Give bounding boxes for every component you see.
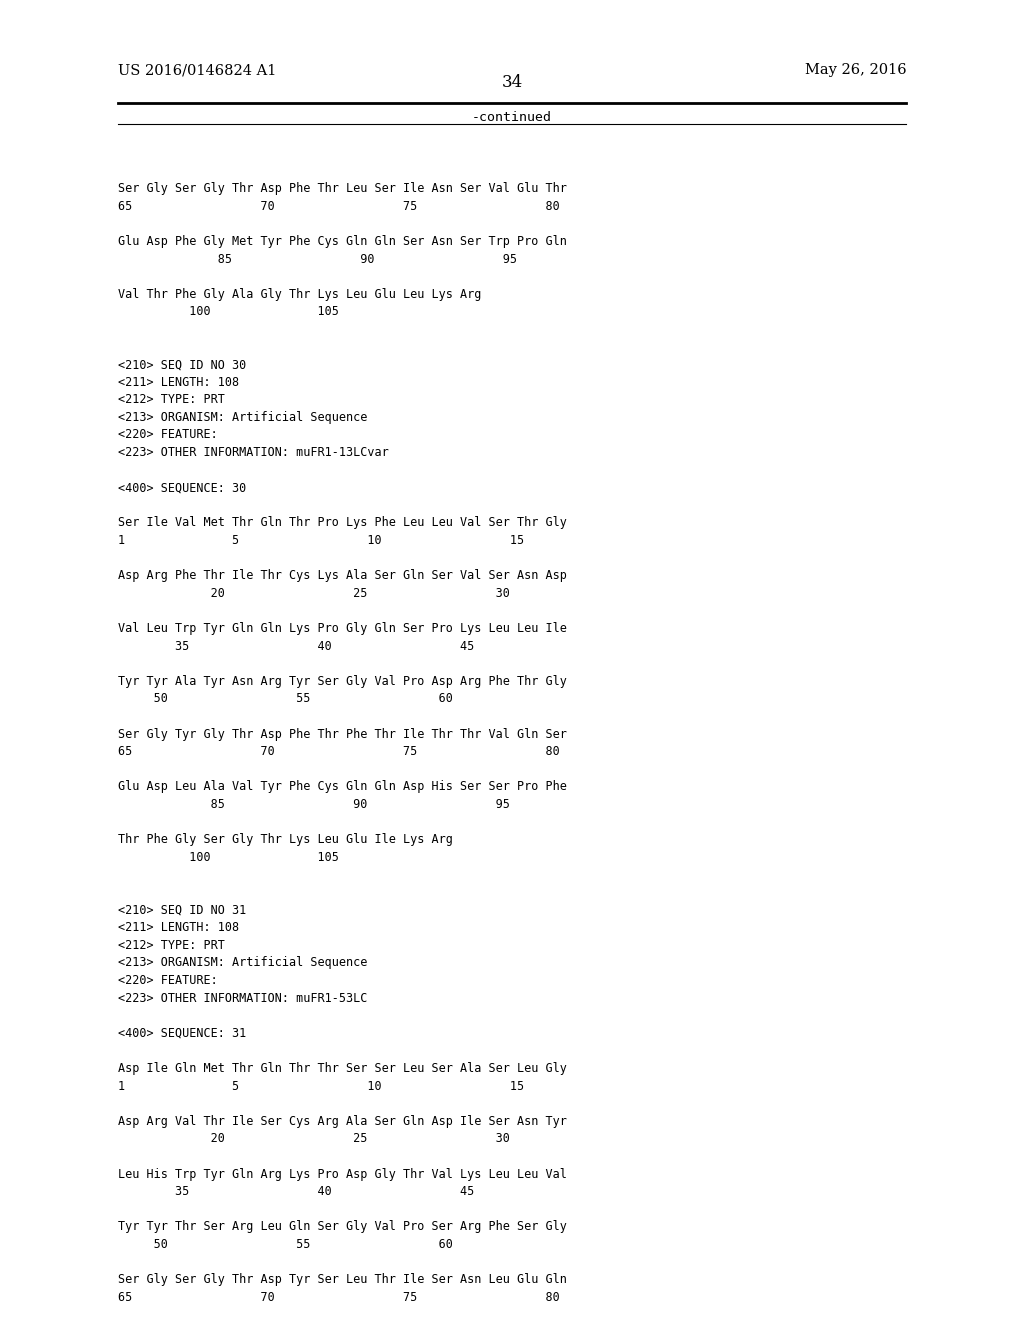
Text: -continued: -continued xyxy=(472,111,552,124)
Text: <220> FEATURE:: <220> FEATURE: xyxy=(118,429,217,441)
Text: Ser Ile Val Met Thr Gln Thr Pro Lys Phe Leu Leu Val Ser Thr Gly: Ser Ile Val Met Thr Gln Thr Pro Lys Phe … xyxy=(118,516,566,529)
Text: 85                  90                  95: 85 90 95 xyxy=(118,252,517,265)
Text: <212> TYPE: PRT: <212> TYPE: PRT xyxy=(118,393,224,407)
Text: <211> LENGTH: 108: <211> LENGTH: 108 xyxy=(118,376,239,388)
Text: <220> FEATURE:: <220> FEATURE: xyxy=(118,974,217,987)
Text: 50                  55                  60: 50 55 60 xyxy=(118,693,453,705)
Text: 20                  25                  30: 20 25 30 xyxy=(118,1133,510,1146)
Text: Glu Asp Phe Gly Met Tyr Phe Cys Gln Gln Ser Asn Ser Trp Pro Gln: Glu Asp Phe Gly Met Tyr Phe Cys Gln Gln … xyxy=(118,235,566,248)
Text: 85                  90                  95: 85 90 95 xyxy=(118,799,510,810)
Text: <400> SEQUENCE: 30: <400> SEQUENCE: 30 xyxy=(118,482,246,494)
Text: US 2016/0146824 A1: US 2016/0146824 A1 xyxy=(118,63,276,78)
Text: 1               5                  10                  15: 1 5 10 15 xyxy=(118,1080,524,1093)
Text: <213> ORGANISM: Artificial Sequence: <213> ORGANISM: Artificial Sequence xyxy=(118,957,368,969)
Text: Asp Arg Val Thr Ile Ser Cys Arg Ala Ser Gln Asp Ile Ser Asn Tyr: Asp Arg Val Thr Ile Ser Cys Arg Ala Ser … xyxy=(118,1114,566,1127)
Text: <210> SEQ ID NO 31: <210> SEQ ID NO 31 xyxy=(118,904,246,916)
Text: 100               105: 100 105 xyxy=(118,305,339,318)
Text: <212> TYPE: PRT: <212> TYPE: PRT xyxy=(118,939,224,952)
Text: Asp Arg Phe Thr Ile Thr Cys Lys Ala Ser Gln Ser Val Ser Asn Asp: Asp Arg Phe Thr Ile Thr Cys Lys Ala Ser … xyxy=(118,569,566,582)
Text: 1               5                  10                  15: 1 5 10 15 xyxy=(118,535,524,546)
Text: 20                  25                  30: 20 25 30 xyxy=(118,587,510,599)
Text: <400> SEQUENCE: 31: <400> SEQUENCE: 31 xyxy=(118,1027,246,1040)
Text: 65                  70                  75                  80: 65 70 75 80 xyxy=(118,746,559,758)
Text: <213> ORGANISM: Artificial Sequence: <213> ORGANISM: Artificial Sequence xyxy=(118,411,368,424)
Text: <211> LENGTH: 108: <211> LENGTH: 108 xyxy=(118,921,239,935)
Text: 65                  70                  75                  80: 65 70 75 80 xyxy=(118,199,559,213)
Text: Val Thr Phe Gly Ala Gly Thr Lys Leu Glu Leu Lys Arg: Val Thr Phe Gly Ala Gly Thr Lys Leu Glu … xyxy=(118,288,481,301)
Text: 34: 34 xyxy=(502,74,522,91)
Text: Glu Asp Leu Ala Val Tyr Phe Cys Gln Gln Asp His Ser Ser Pro Phe: Glu Asp Leu Ala Val Tyr Phe Cys Gln Gln … xyxy=(118,780,566,793)
Text: <223> OTHER INFORMATION: muFR1-53LC: <223> OTHER INFORMATION: muFR1-53LC xyxy=(118,991,368,1005)
Text: 100               105: 100 105 xyxy=(118,851,339,863)
Text: 50                  55                  60: 50 55 60 xyxy=(118,1238,453,1251)
Text: Val Leu Trp Tyr Gln Gln Lys Pro Gly Gln Ser Pro Lys Leu Leu Ile: Val Leu Trp Tyr Gln Gln Lys Pro Gly Gln … xyxy=(118,622,566,635)
Text: Leu His Trp Tyr Gln Arg Lys Pro Asp Gly Thr Val Lys Leu Leu Val: Leu His Trp Tyr Gln Arg Lys Pro Asp Gly … xyxy=(118,1167,566,1180)
Text: <223> OTHER INFORMATION: muFR1-13LCvar: <223> OTHER INFORMATION: muFR1-13LCvar xyxy=(118,446,388,459)
Text: Tyr Tyr Thr Ser Arg Leu Gln Ser Gly Val Pro Ser Arg Phe Ser Gly: Tyr Tyr Thr Ser Arg Leu Gln Ser Gly Val … xyxy=(118,1220,566,1233)
Text: Thr Phe Gly Ser Gly Thr Lys Leu Glu Ile Lys Arg: Thr Phe Gly Ser Gly Thr Lys Leu Glu Ile … xyxy=(118,833,453,846)
Text: Ser Gly Tyr Gly Thr Asp Phe Thr Phe Thr Ile Thr Thr Val Gln Ser: Ser Gly Tyr Gly Thr Asp Phe Thr Phe Thr … xyxy=(118,727,566,741)
Text: 35                  40                  45: 35 40 45 xyxy=(118,640,474,652)
Text: May 26, 2016: May 26, 2016 xyxy=(805,63,906,78)
Text: Tyr Tyr Ala Tyr Asn Arg Tyr Ser Gly Val Pro Asp Arg Phe Thr Gly: Tyr Tyr Ala Tyr Asn Arg Tyr Ser Gly Val … xyxy=(118,675,566,688)
Text: Ser Gly Ser Gly Thr Asp Phe Thr Leu Ser Ile Asn Ser Val Glu Thr: Ser Gly Ser Gly Thr Asp Phe Thr Leu Ser … xyxy=(118,182,566,195)
Text: Asp Ile Gln Met Thr Gln Thr Thr Ser Ser Leu Ser Ala Ser Leu Gly: Asp Ile Gln Met Thr Gln Thr Thr Ser Ser … xyxy=(118,1061,566,1074)
Text: 35                  40                  45: 35 40 45 xyxy=(118,1185,474,1199)
Text: <210> SEQ ID NO 30: <210> SEQ ID NO 30 xyxy=(118,358,246,371)
Text: Ser Gly Ser Gly Thr Asp Tyr Ser Leu Thr Ile Ser Asn Leu Glu Gln: Ser Gly Ser Gly Thr Asp Tyr Ser Leu Thr … xyxy=(118,1272,566,1286)
Text: 65                  70                  75                  80: 65 70 75 80 xyxy=(118,1291,559,1304)
